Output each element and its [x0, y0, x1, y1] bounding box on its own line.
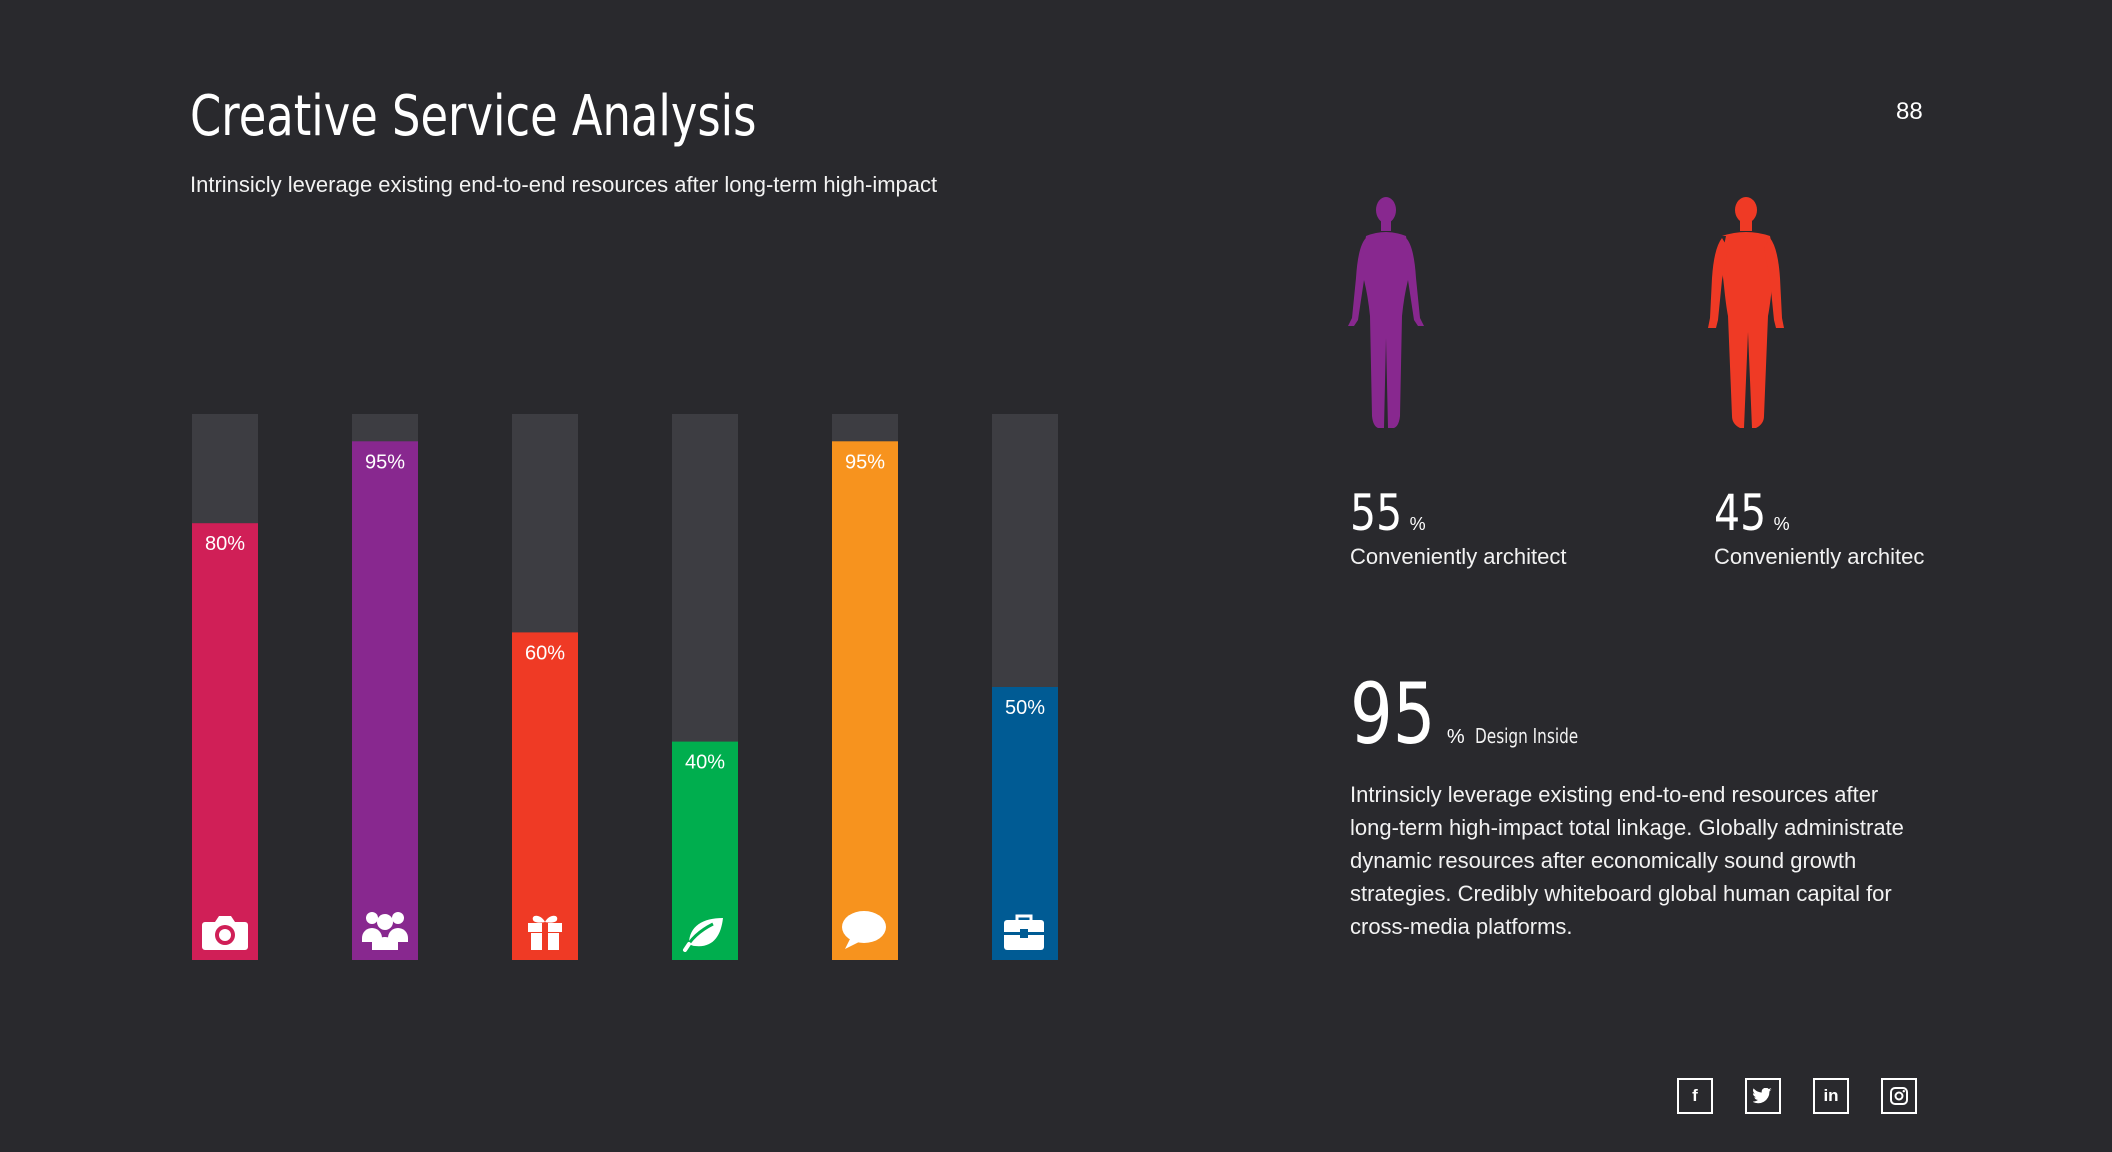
male-stat-unit: % — [1773, 514, 1790, 534]
female-stat-unit: % — [1409, 514, 1426, 534]
bar-value-label: 95% — [845, 451, 885, 473]
bar-value-label: 60% — [525, 642, 565, 664]
instagram-icon[interactable] — [1881, 1078, 1917, 1114]
page-subtitle: Intrinsicly leverage existing end-to-end… — [190, 172, 938, 197]
bar-gift — [512, 632, 578, 960]
users-icon — [352, 902, 418, 958]
male-stat-value: 45 — [1714, 484, 1767, 542]
male-stat-caption: Conveniently architec — [1714, 544, 1925, 569]
female-figure-icon — [1336, 196, 1436, 436]
page-number: 88 — [1896, 98, 1923, 125]
bar-value-label: 95% — [365, 451, 405, 473]
bar-value-label: 80% — [205, 533, 245, 555]
facebook-glyph: f — [1692, 1086, 1698, 1105]
linkedin-icon[interactable]: in — [1813, 1078, 1849, 1114]
facebook-icon[interactable]: f — [1677, 1078, 1713, 1114]
briefcase-icon — [991, 904, 1057, 960]
highlight-unit: % — [1446, 726, 1465, 748]
bar-value-label: 40% — [685, 752, 725, 774]
bar-chat — [832, 441, 898, 960]
bar-team — [352, 441, 418, 960]
linkedin-glyph: in — [1823, 1086, 1839, 1105]
female-stat-value: 55 — [1350, 484, 1403, 542]
camera-icon — [192, 904, 258, 960]
bar-value-label: 50% — [1005, 697, 1045, 719]
bar-camera — [192, 523, 258, 960]
twitter-icon[interactable] — [1745, 1078, 1781, 1114]
female-stat: 55 % Conveniently architect — [1350, 484, 1566, 570]
chat-icon — [831, 902, 897, 958]
male-stat: 45 % Conveniently architec — [1714, 484, 1924, 570]
bar-chart: 80% 95% 60% 40% 95% 50% — [192, 414, 1058, 960]
highlight-paragraph: Intrinsicly leverage existing end-to-end… — [1350, 782, 1904, 939]
gift-icon — [512, 904, 578, 960]
page-title: Creative Service Analysis — [190, 84, 757, 149]
female-stat-caption: Conveniently architect — [1350, 544, 1567, 569]
highlight-stat: 95 % Design Inside — [1350, 672, 1596, 756]
highlight-value: 95 — [1350, 665, 1436, 763]
male-figure-icon — [1696, 196, 1796, 436]
highlight-label: Design Inside — [1474, 724, 1578, 748]
leaf-icon — [671, 904, 737, 960]
